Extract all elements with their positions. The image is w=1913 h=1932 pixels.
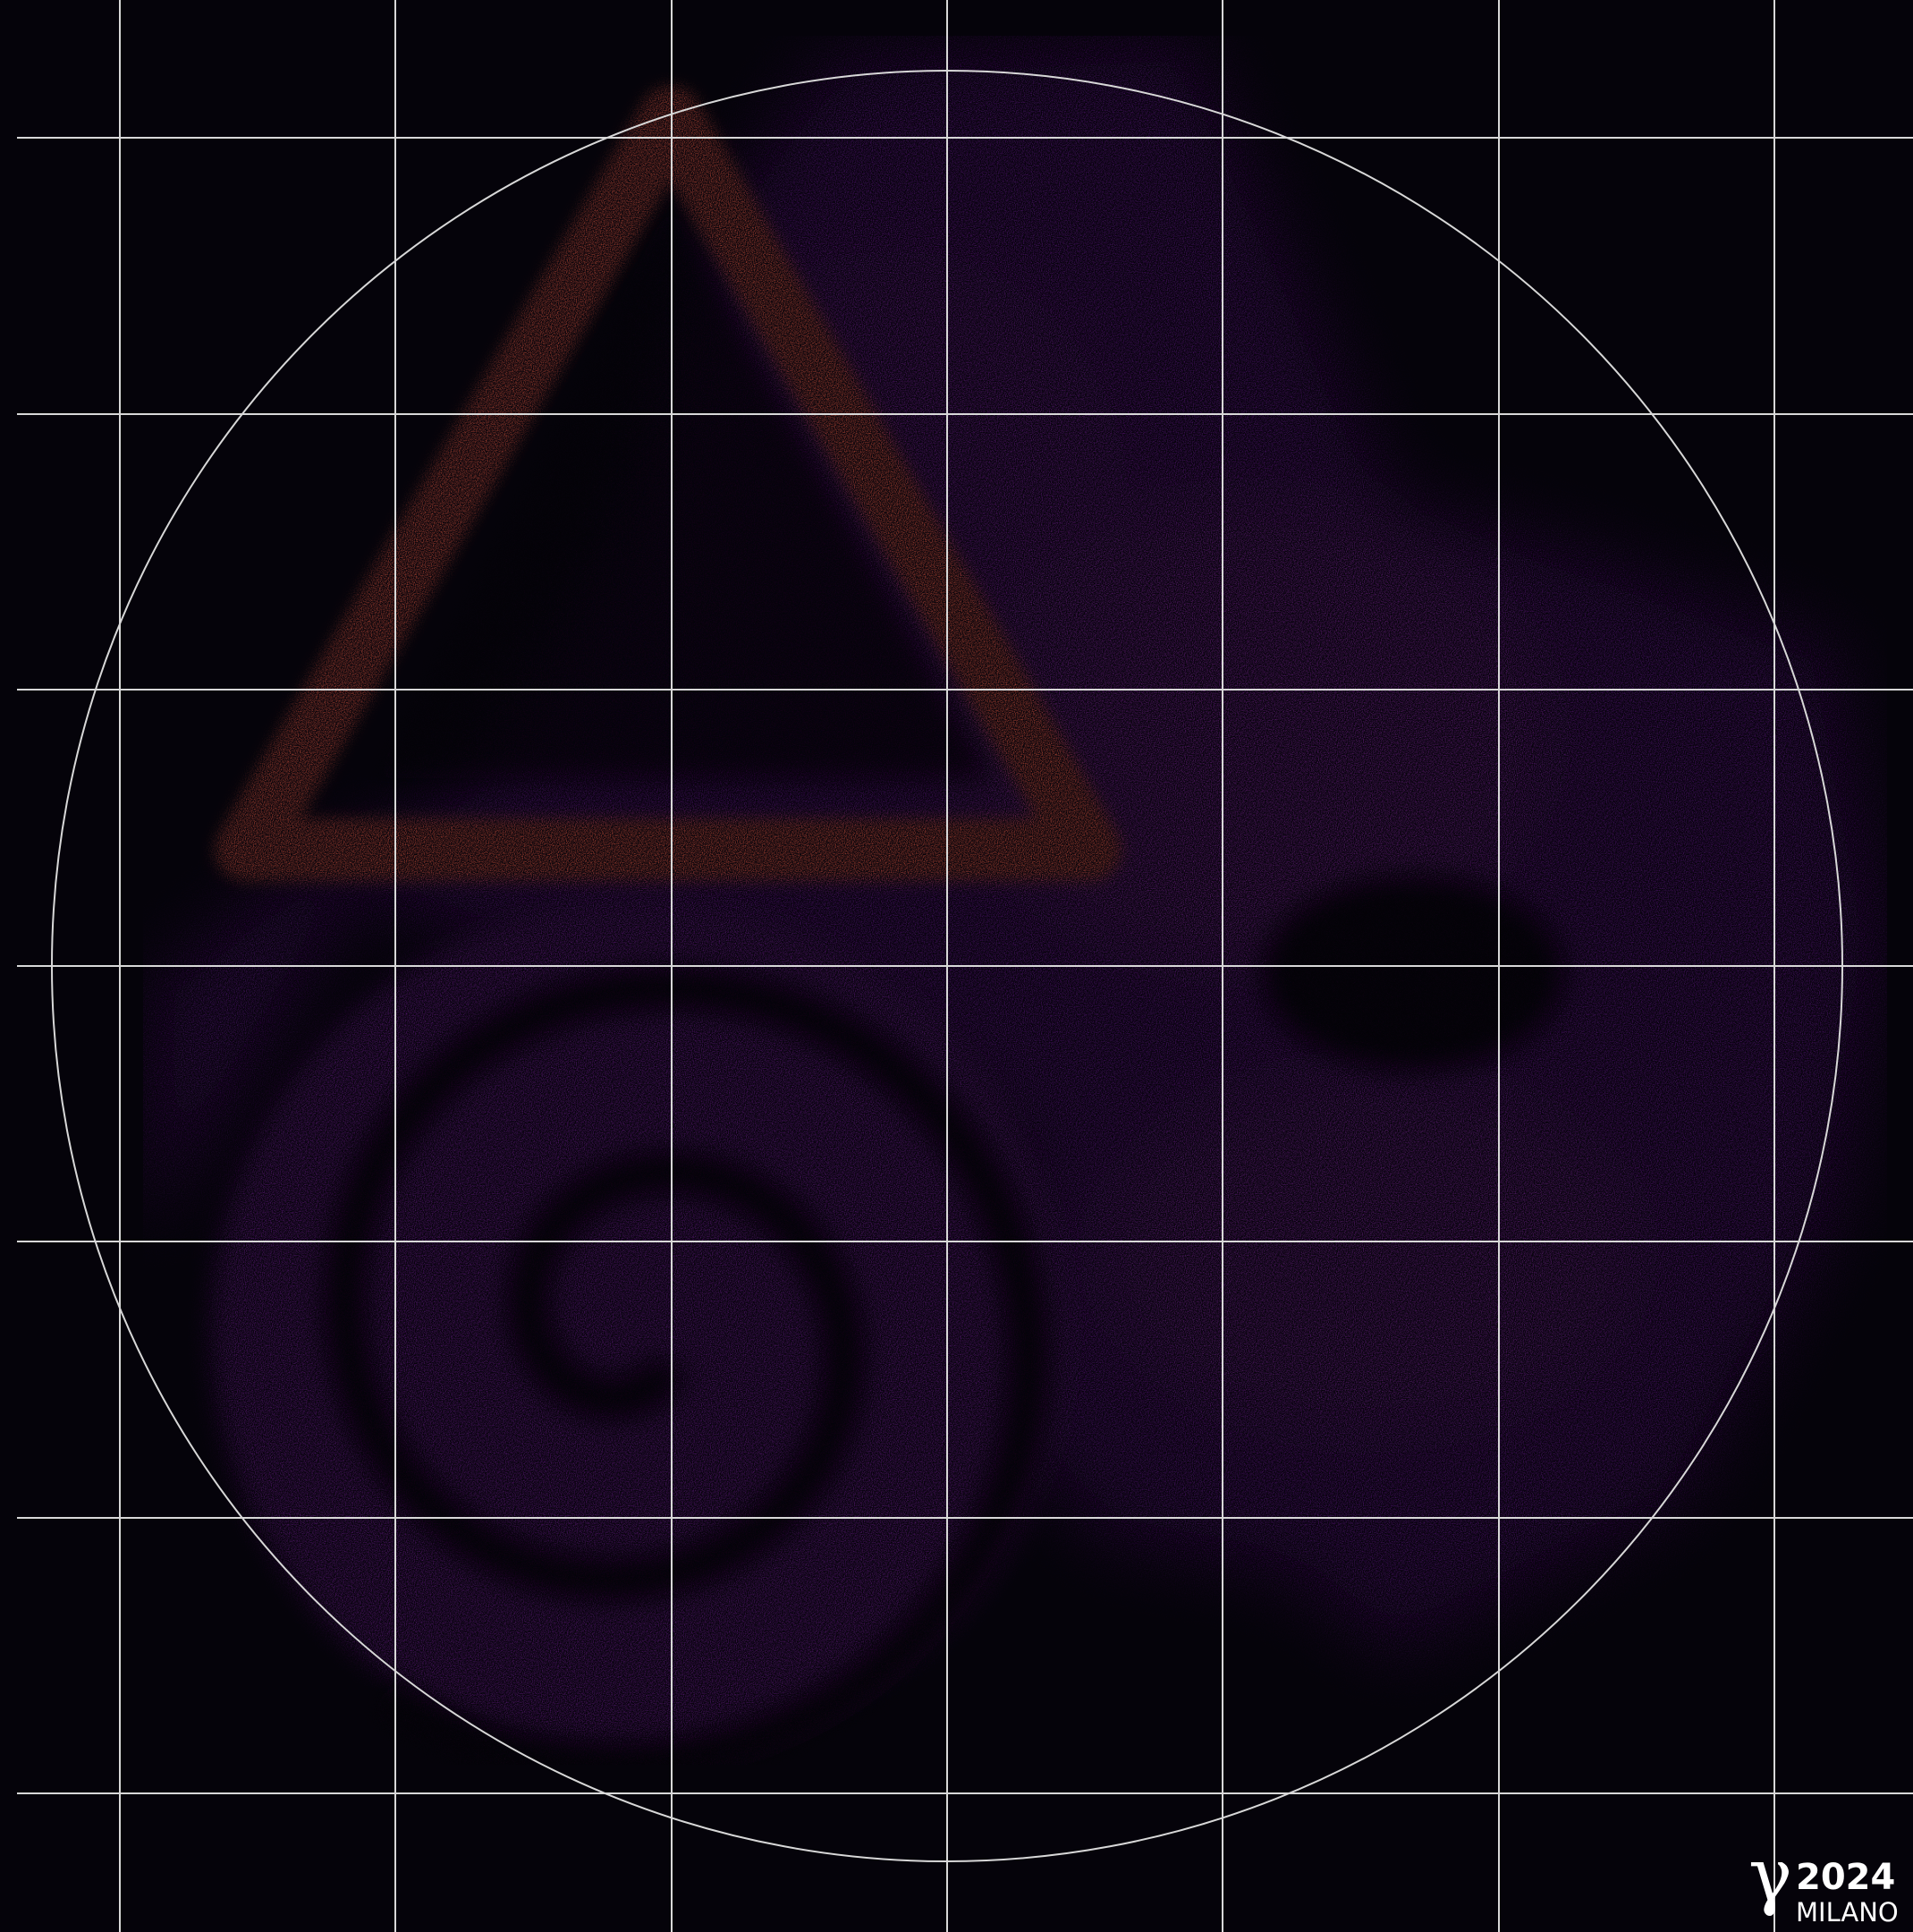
logo-city: MILANO — [1796, 1897, 1899, 1928]
cold-spot — [1261, 875, 1565, 1072]
grid — [17, 0, 1913, 1932]
logo-year: 2024 — [1796, 1857, 1895, 1898]
spiral-gap — [323, 966, 1051, 1786]
field-of-view — [51, 70, 1843, 1862]
logo-symbol: γ — [1748, 1834, 1792, 1919]
activity — [143, 36, 1887, 1786]
triangle-inner — [376, 201, 993, 778]
triangle — [215, 86, 1122, 881]
logo: γ 2024 MILANO — [1748, 1834, 1899, 1928]
